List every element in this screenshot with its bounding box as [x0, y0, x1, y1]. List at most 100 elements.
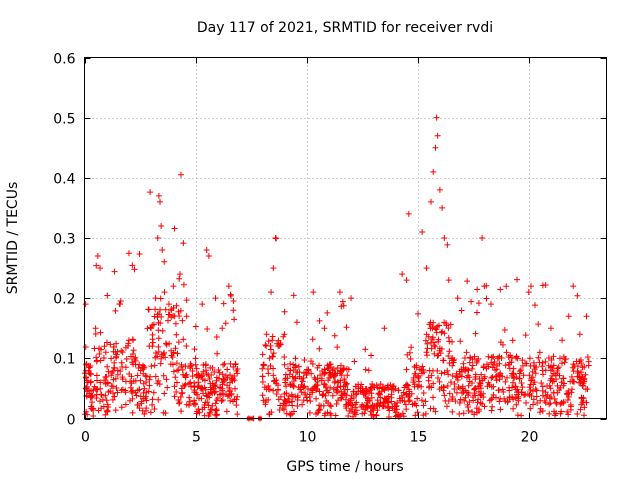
- data-point: [122, 364, 129, 371]
- data-point: [270, 350, 277, 357]
- data-point: [195, 379, 202, 386]
- data-point: [526, 355, 533, 362]
- data-point: [173, 331, 180, 338]
- data-point: [395, 387, 402, 394]
- data-point: [155, 335, 162, 342]
- data-point: [118, 387, 125, 394]
- data-point: [565, 313, 572, 320]
- data-point: [104, 408, 111, 415]
- data-point: [377, 381, 384, 388]
- data-point: [516, 368, 523, 375]
- data-point: [219, 325, 226, 332]
- data-point: [560, 400, 567, 407]
- data-point: [170, 368, 177, 375]
- data-point: [384, 395, 391, 402]
- data-point: [161, 390, 168, 397]
- data-point: [531, 362, 538, 369]
- data-point: [142, 393, 149, 400]
- data-point: [568, 373, 575, 380]
- data-point: [447, 321, 454, 328]
- data-point: [117, 301, 124, 308]
- data-point: [287, 360, 294, 367]
- data-point: [171, 393, 178, 400]
- data-point: [149, 339, 156, 346]
- data-point: [330, 386, 337, 393]
- data-point: [427, 339, 434, 346]
- data-point: [260, 362, 267, 369]
- data-point: [362, 346, 369, 353]
- data-point: [456, 400, 463, 407]
- data-point: [492, 373, 499, 380]
- data-point: [569, 364, 576, 371]
- data-point: [334, 344, 341, 351]
- data-point: [359, 403, 366, 410]
- data-point: [327, 364, 334, 371]
- data-point: [132, 377, 139, 384]
- data-point: [422, 337, 429, 344]
- data-point: [265, 338, 272, 345]
- data-point: [151, 406, 158, 413]
- data-point: [466, 359, 473, 366]
- data-point: [162, 354, 169, 361]
- data-point: [441, 235, 448, 241]
- data-point: [145, 388, 152, 395]
- data-point: [494, 362, 501, 369]
- data-point: [172, 345, 179, 352]
- data-point: [394, 399, 401, 406]
- data-point: [519, 357, 526, 364]
- data-point: [443, 320, 450, 327]
- data-point: [436, 378, 443, 385]
- data-point: [205, 253, 212, 260]
- data-point: [273, 390, 280, 397]
- data-point: [358, 381, 365, 388]
- data-point: [230, 297, 237, 304]
- data-point: [464, 278, 471, 285]
- data-point: [502, 378, 509, 385]
- data-point: [551, 395, 558, 402]
- data-point: [122, 401, 129, 408]
- data-point: [364, 405, 371, 412]
- data-point: [300, 370, 307, 377]
- data-point: [532, 370, 539, 377]
- data-point: [546, 395, 553, 402]
- data-point: [431, 342, 438, 349]
- data-point: [324, 365, 331, 372]
- data-point: [475, 300, 482, 307]
- data-point: [201, 377, 208, 384]
- data-point: [155, 192, 162, 199]
- data-point: [146, 376, 153, 383]
- data-point: [497, 372, 504, 379]
- data-point: [549, 372, 556, 379]
- data-point: [306, 409, 313, 416]
- data-point: [112, 307, 119, 314]
- data-point: [103, 397, 110, 404]
- data-point: [342, 386, 349, 393]
- data-point: [537, 405, 544, 412]
- data-point: [286, 381, 293, 388]
- data-point: [462, 394, 469, 401]
- data-point: [491, 358, 498, 365]
- data-point: [530, 401, 537, 408]
- data-point: [318, 402, 324, 409]
- data-point: [446, 390, 453, 397]
- data-point: [340, 366, 347, 373]
- data-point: [125, 337, 132, 344]
- data-point: [342, 396, 349, 403]
- data-point: [574, 410, 581, 417]
- data-point: [412, 412, 419, 419]
- x-tick-label: 5: [192, 430, 201, 446]
- data-point: [351, 410, 358, 417]
- y-tick-label: 0.1: [53, 352, 75, 368]
- data-point: [234, 366, 241, 373]
- data-point: [147, 189, 154, 196]
- data-point: [165, 317, 172, 324]
- data-point: [276, 342, 283, 349]
- data-point: [497, 286, 504, 293]
- data-point: [331, 332, 338, 339]
- data-point: [140, 370, 147, 377]
- data-point: [266, 355, 273, 362]
- y-axis-label: SRMTID / TECUs: [5, 182, 21, 295]
- data-point: [309, 361, 316, 368]
- data-point: [183, 401, 190, 408]
- data-point: [472, 330, 479, 337]
